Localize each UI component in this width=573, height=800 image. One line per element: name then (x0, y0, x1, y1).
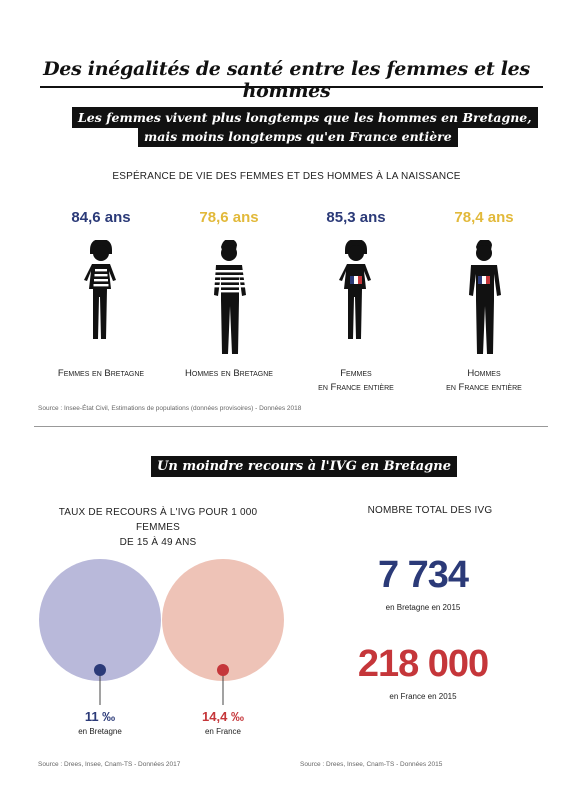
woman-france-figure (339, 240, 371, 339)
french-flag-icon (478, 276, 490, 284)
section1-banner-line1: Les femmes vivent plus longtemps que les… (72, 107, 538, 128)
section2-source-left: Source : Drees, Insee, Cnam-TS - Données… (38, 761, 181, 768)
man-france-figure (469, 240, 501, 354)
figure-label-men-france: Hommes en France entière (414, 367, 554, 395)
figure-value-men-france: 78,4 ans (454, 209, 514, 226)
section1-banner-line2: mais moins longtemps qu'en France entièr… (138, 126, 458, 147)
section2-source-right: Source : Drees, Insee, Cnam-TS - Données… (300, 761, 443, 768)
man-bretagne-figure (213, 240, 246, 354)
figure-label-line1: Hommes en Bretagne (185, 368, 273, 379)
ivg-total-bretagne-value: 7 734 (377, 554, 469, 596)
ivg-total-france-value: 218 000 (357, 643, 489, 685)
figure-label-line2: en France entière (446, 382, 522, 393)
figure-value-women-france: 85,3 ans (326, 209, 386, 226)
title-underline (40, 86, 543, 88)
section2-banner: Un moindre recours à l'IVG en Bretagne (151, 456, 457, 477)
figure-label-line1: Hommes (467, 368, 501, 379)
french-flag-icon (350, 276, 362, 284)
person-figures (84, 240, 501, 354)
section1-source: Source : Insee-État Civil, Estimations d… (38, 405, 302, 412)
ivg-total-france-label: en France en 2015 (389, 692, 457, 701)
ivg-rate-bretagne-value: 11 ‰ (84, 709, 116, 724)
ivg-rate-subtitle: TAUX DE RECOURS À L'IVG POUR 1 000 FEMME… (38, 505, 278, 550)
woman-bretagne-figure (84, 240, 116, 339)
figure-label-line1: Femmes en Bretagne (57, 368, 145, 379)
page-title: Des inégalités de santé entre les femmes… (43, 58, 530, 102)
figure-label-women-bretagne: Femmes en Bretagne (31, 367, 171, 381)
life-expectancy-subtitle: ESPÉRANCE DE VIE DES FEMMES ET DES HOMME… (112, 171, 461, 182)
france-rate-circle (162, 559, 284, 681)
figure-value-women-bretagne: 84,6 ans (71, 209, 131, 226)
ivg-rate-bretagne-label: en Bretagne (78, 727, 122, 736)
ivg-total-bretagne-label: en Bretagne en 2015 (385, 603, 461, 612)
ivg-rate-subtitle-line2: DE 15 À 49 ANS (119, 537, 197, 548)
ivg-rate-france-label: en France (204, 727, 242, 736)
ivg-rate-france-value: 14,4 ‰ (202, 709, 244, 724)
figure-label-line2: en France entière (318, 382, 394, 393)
ivg-rate-circles (39, 559, 284, 705)
bretagne-rate-dot (94, 664, 106, 676)
ivg-rate-subtitle-line1: TAUX DE RECOURS À L'IVG POUR 1 000 FEMME… (58, 507, 258, 533)
figure-value-men-bretagne: 78,6 ans (199, 209, 259, 226)
figure-label-women-france: Femmes en France entière (286, 367, 426, 395)
france-rate-dot (217, 664, 229, 676)
figure-label-men-bretagne: Hommes en Bretagne (159, 367, 299, 381)
section-divider (34, 426, 548, 427)
figure-label-line1: Femmes (340, 368, 372, 379)
ivg-total-subtitle: NOMBRE TOTAL DES IVG (367, 505, 493, 516)
bretagne-rate-circle (39, 559, 161, 681)
